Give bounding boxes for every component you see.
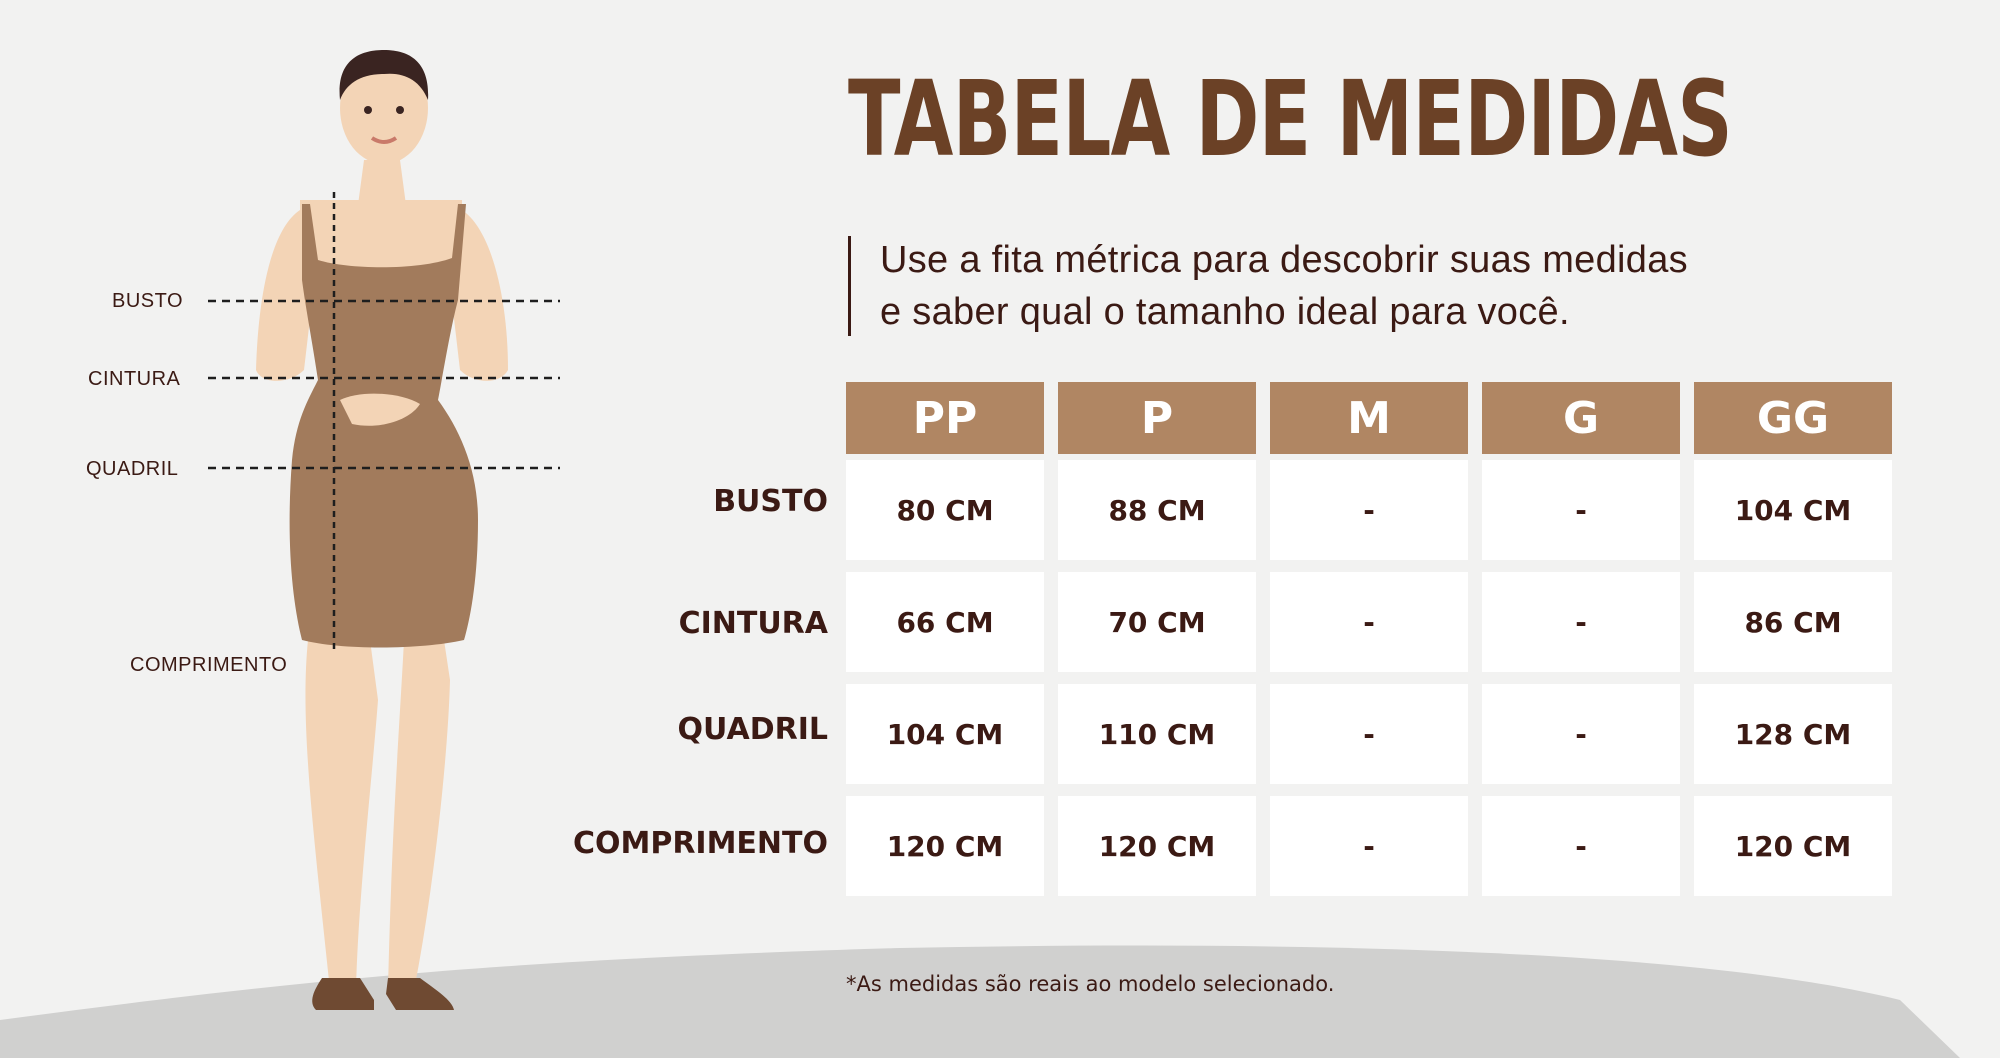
cell-cintura-g: - <box>1482 572 1680 672</box>
cell-busto-pp: 80 CM <box>846 460 1044 560</box>
subtitle-line-1: Use a fita métrica para descobrir suas m… <box>880 239 1688 281</box>
cell-quadril-gg: 128 CM <box>1694 684 1892 784</box>
cell-comprimento-p: 120 CM <box>1058 796 1256 896</box>
size-header-g: G <box>1482 382 1680 454</box>
cell-quadril-pp: 104 CM <box>846 684 1044 784</box>
size-header-m: M <box>1270 382 1468 454</box>
row-label-cintura: CINTURA <box>678 606 828 641</box>
size-header-p: P <box>1058 382 1256 454</box>
cell-comprimento-gg: 120 CM <box>1694 796 1892 896</box>
model-figure-illustration <box>208 50 560 1010</box>
row-label-comprimento: COMPRIMENTO <box>572 826 828 861</box>
cell-comprimento-m: - <box>1270 796 1468 896</box>
subtitle: Use a fita métrica para descobrir suas m… <box>880 234 1880 338</box>
subtitle-accent-bar <box>848 236 851 336</box>
cell-cintura-p: 70 CM <box>1058 572 1256 672</box>
size-header-gg: GG <box>1694 382 1892 454</box>
figure-label-cintura: CINTURA <box>88 368 181 390</box>
figure-label-comprimento: COMPRIMENTO <box>130 654 288 676</box>
cell-busto-g: - <box>1482 460 1680 560</box>
figure-label-busto: BUSTO <box>112 290 184 312</box>
cell-comprimento-pp: 120 CM <box>846 796 1044 896</box>
cell-cintura-m: - <box>1270 572 1468 672</box>
cell-quadril-p: 110 CM <box>1058 684 1256 784</box>
figure-label-quadril: QUADRIL <box>86 458 179 480</box>
cell-quadril-m: - <box>1270 684 1468 784</box>
cell-comprimento-g: - <box>1482 796 1680 896</box>
size-header-pp: PP <box>846 382 1044 454</box>
cell-busto-gg: 104 CM <box>1694 460 1892 560</box>
page-title: TABELA DE MEDIDAS <box>848 58 1733 180</box>
cell-quadril-g: - <box>1482 684 1680 784</box>
footnote: *As medidas são reais ao modelo selecion… <box>846 972 1335 996</box>
cell-busto-p: 88 CM <box>1058 460 1256 560</box>
row-label-quadril: QUADRIL <box>677 712 828 747</box>
cell-cintura-gg: 86 CM <box>1694 572 1892 672</box>
cell-cintura-pp: 66 CM <box>846 572 1044 672</box>
row-label-busto: BUSTO <box>713 484 828 519</box>
subtitle-line-2: e saber qual o tamanho ideal para você. <box>880 291 1570 333</box>
cell-busto-m: - <box>1270 460 1468 560</box>
